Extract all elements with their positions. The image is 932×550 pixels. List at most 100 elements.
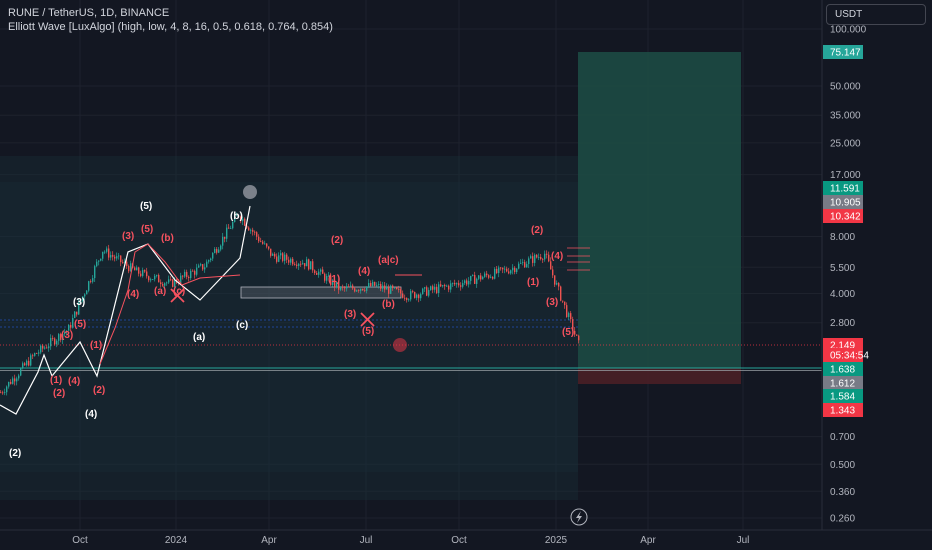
candle-body bbox=[310, 261, 312, 270]
wave-label-red-1: (1) bbox=[50, 375, 62, 386]
wave-label-white-c: (c) bbox=[236, 320, 248, 331]
wave-label-red-1d: (1) bbox=[527, 277, 539, 288]
candle-body bbox=[456, 283, 458, 285]
candle-body bbox=[50, 337, 52, 347]
candle-body bbox=[236, 215, 238, 217]
candle-body bbox=[496, 268, 498, 274]
wave-label-red-4b: (4) bbox=[127, 289, 139, 300]
candle-body bbox=[296, 264, 298, 266]
price-tick-8: 2.800 bbox=[830, 318, 855, 329]
candle-body bbox=[578, 335, 580, 341]
price-tick-4: 17.000 bbox=[830, 170, 861, 181]
candle-body bbox=[458, 283, 460, 286]
candle-body bbox=[532, 256, 534, 263]
candle-body bbox=[368, 282, 370, 287]
candle-body bbox=[194, 271, 196, 275]
price-tick-7: 4.000 bbox=[830, 289, 855, 300]
invalidation-x-1 bbox=[170, 288, 185, 303]
candle-body bbox=[252, 229, 254, 232]
price-badge-8: 1.584 bbox=[830, 392, 855, 403]
candle-body bbox=[208, 260, 210, 262]
currency-selector[interactable]: USDT bbox=[826, 4, 926, 25]
wave-label-red-5b: (5) bbox=[141, 224, 153, 235]
candle-body bbox=[76, 311, 78, 315]
candle-body bbox=[190, 270, 192, 279]
candle-body bbox=[488, 275, 490, 278]
candle-body bbox=[42, 345, 44, 349]
candle-body bbox=[28, 360, 30, 366]
candle-body bbox=[242, 218, 244, 222]
candle-body bbox=[222, 236, 224, 246]
price-tick-9: 0.700 bbox=[830, 432, 855, 443]
candle-body bbox=[56, 340, 58, 345]
candle-body bbox=[214, 249, 216, 253]
price-axis[interactable]: 100.000 50.000 35.000 25.000 17.000 8.000 5.50… bbox=[830, 25, 867, 525]
candle-body bbox=[560, 286, 562, 301]
candle-body bbox=[358, 290, 360, 292]
candle-body bbox=[516, 268, 518, 272]
candle-body bbox=[258, 236, 260, 242]
candle-body bbox=[64, 332, 66, 334]
candle-body bbox=[162, 284, 164, 286]
wave-label-red-4c: (4) bbox=[358, 266, 370, 277]
wave-label-white-a: (a) bbox=[193, 332, 205, 343]
time-axis[interactable]: Oct 2024 Apr Jul Oct 2025 Apr Jul bbox=[72, 535, 749, 546]
candle-body bbox=[284, 254, 286, 261]
candle-body bbox=[522, 262, 524, 263]
candle-body bbox=[192, 270, 194, 272]
wave-label-red-4: (4) bbox=[68, 376, 80, 387]
candle-body bbox=[118, 255, 120, 257]
wave-label-red-b: (b) bbox=[161, 233, 174, 244]
candle-body bbox=[54, 338, 56, 345]
price-badge-bg-6 bbox=[823, 362, 863, 376]
price-badge-2: 10.905 bbox=[830, 198, 861, 209]
wave-label-red-5: (5) bbox=[74, 319, 86, 330]
candle-body bbox=[80, 301, 82, 303]
candle-body bbox=[528, 258, 530, 265]
candle-body bbox=[542, 258, 544, 260]
candlestick-series bbox=[0, 212, 580, 396]
target-zone bbox=[578, 52, 741, 368]
candle-body bbox=[138, 267, 140, 274]
candle-body bbox=[278, 255, 280, 262]
candle-body bbox=[476, 278, 478, 284]
candle-body bbox=[440, 284, 442, 287]
candle-body bbox=[228, 227, 230, 229]
price-tick-12: 0.260 bbox=[830, 514, 855, 525]
lightning-icon[interactable] bbox=[570, 508, 588, 526]
candle-body bbox=[448, 285, 450, 290]
wave-label-red-3c: (3) bbox=[344, 309, 356, 320]
candle-body bbox=[200, 264, 202, 266]
candle-body bbox=[384, 285, 386, 290]
wave-label-red-3b: (3) bbox=[122, 231, 134, 242]
candle-body bbox=[2, 392, 4, 394]
candle-body bbox=[66, 330, 68, 333]
candle-body bbox=[508, 271, 510, 274]
peak-marker bbox=[243, 185, 257, 199]
candle-body bbox=[556, 283, 558, 285]
candle-body bbox=[356, 290, 358, 292]
wave-label-red-ac: (a|c) bbox=[378, 255, 399, 266]
candle-body bbox=[274, 253, 276, 257]
candle-body bbox=[370, 282, 372, 287]
candle-body bbox=[172, 279, 174, 287]
candle-body bbox=[32, 355, 34, 357]
candle-body bbox=[498, 267, 500, 274]
candle-body bbox=[388, 287, 390, 294]
candle-body bbox=[518, 263, 520, 269]
candle-body bbox=[108, 248, 110, 258]
candle-body bbox=[202, 264, 204, 270]
candle-body bbox=[148, 276, 150, 281]
candle-body bbox=[564, 301, 566, 306]
candle-body bbox=[462, 283, 464, 287]
candle-body bbox=[166, 282, 168, 284]
candle-body bbox=[68, 325, 70, 331]
wave-label-red-4d: (4) bbox=[551, 251, 563, 262]
candle-body bbox=[536, 254, 538, 258]
indicator-legend[interactable]: Elliott Wave [LuxAlgo] (high, low, 4, 8,… bbox=[8, 21, 333, 33]
chart-title: RUNE / TetherUS, 1D, BINANCE bbox=[8, 7, 170, 19]
candle-body bbox=[482, 276, 484, 280]
low-marker bbox=[393, 338, 407, 352]
candle-body bbox=[280, 253, 282, 256]
